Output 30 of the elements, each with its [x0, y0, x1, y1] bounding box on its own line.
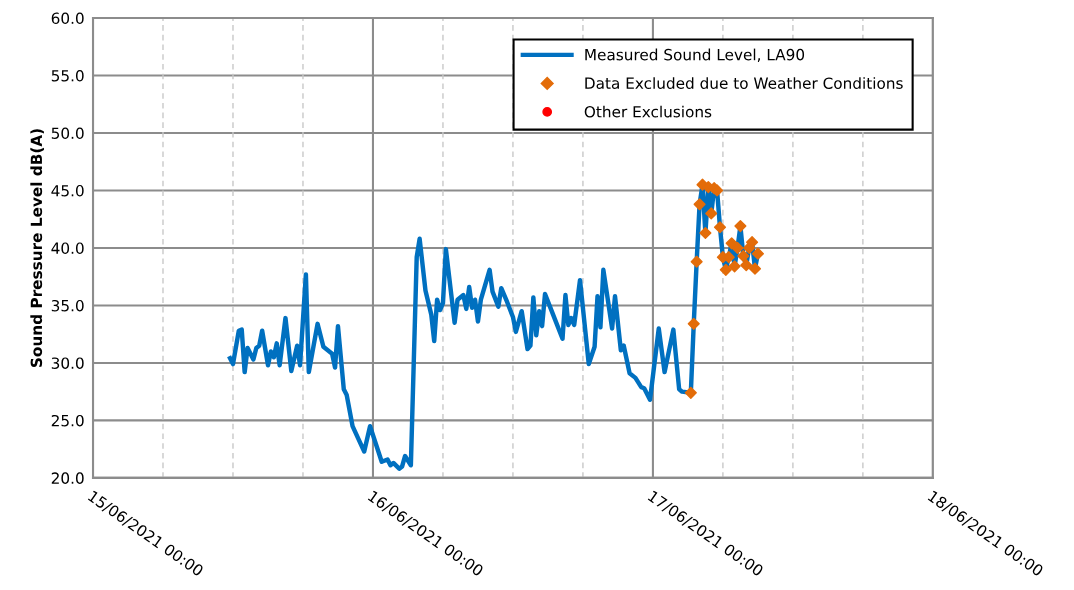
y-tick-label: 45.0 [51, 184, 84, 197]
point [687, 317, 700, 330]
point [751, 247, 764, 260]
y-tick-label: 25.0 [51, 414, 84, 427]
point [748, 262, 762, 275]
point [734, 220, 747, 233]
y-tick-label: 60.0 [51, 12, 84, 25]
y-tick-label: 50.0 [51, 127, 84, 139]
point [740, 259, 753, 272]
y-tick-label: 20.0 [51, 472, 84, 484]
point [690, 255, 703, 268]
point [684, 386, 697, 399]
point [719, 263, 732, 276]
point [705, 207, 718, 220]
y-axis-title: Sound Pressure Level dB(A) [30, 129, 44, 367]
y-tick-label: 35.0 [51, 299, 84, 312]
point [745, 236, 759, 249]
point [728, 260, 741, 273]
y-tick-label: 40.0 [51, 242, 84, 254]
legend-label: Measured Sound Level, LA90 [585, 48, 805, 62]
y-tick-label: 55.0 [51, 69, 84, 82]
point [731, 241, 744, 255]
y-tick-label: 30.0 [51, 357, 84, 369]
point [725, 237, 738, 250]
legend-label: Other Exclusions [584, 105, 712, 118]
point [737, 249, 750, 263]
point [713, 221, 727, 234]
point [699, 226, 712, 240]
legend-label: Data Excluded due to Weather Conditions [585, 77, 903, 89]
point [693, 198, 706, 211]
